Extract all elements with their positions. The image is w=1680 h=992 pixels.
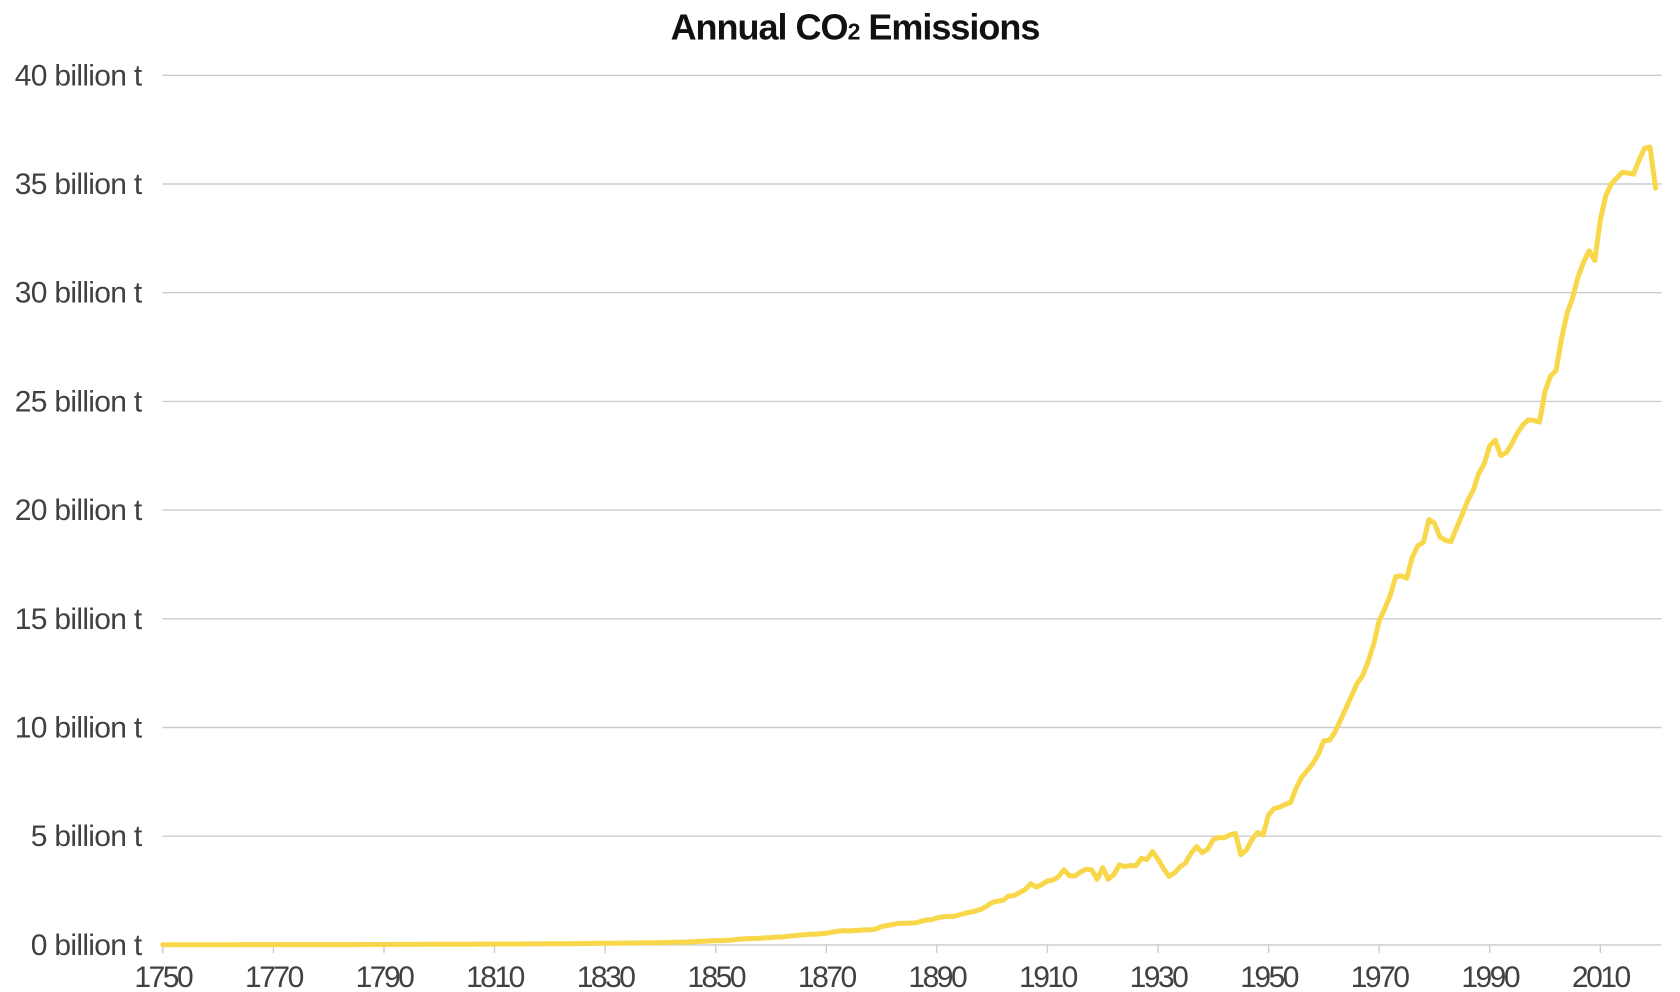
svg-text:20 billion t: 20 billion t (15, 494, 143, 527)
svg-text:1850: 1850 (687, 961, 746, 992)
svg-text:0 billion t: 0 billion t (31, 929, 143, 962)
svg-text:1970: 1970 (1351, 961, 1410, 992)
svg-text:1830: 1830 (577, 961, 636, 992)
svg-text:1790: 1790 (356, 961, 415, 992)
svg-text:35 billion t: 35 billion t (15, 168, 143, 201)
svg-text:1950: 1950 (1240, 961, 1299, 992)
svg-text:1750: 1750 (134, 961, 193, 992)
svg-text:30 billion t: 30 billion t (15, 277, 143, 310)
svg-text:1990: 1990 (1461, 961, 1520, 992)
svg-text:1890: 1890 (908, 961, 967, 992)
svg-text:10 billion t: 10 billion t (15, 712, 143, 745)
svg-text:1910: 1910 (1019, 961, 1078, 992)
svg-text:Annual CO2 Emissions: Annual CO2 Emissions (671, 7, 1040, 48)
svg-text:1930: 1930 (1130, 961, 1189, 992)
svg-text:15 billion t: 15 billion t (15, 603, 143, 636)
svg-text:40 billion t: 40 billion t (15, 59, 143, 92)
svg-text:1770: 1770 (245, 961, 304, 992)
svg-text:2010: 2010 (1572, 961, 1631, 992)
svg-text:25 billion t: 25 billion t (15, 385, 143, 418)
svg-text:5 billion t: 5 billion t (31, 820, 143, 853)
svg-text:1870: 1870 (798, 961, 857, 992)
svg-text:1810: 1810 (466, 961, 525, 992)
